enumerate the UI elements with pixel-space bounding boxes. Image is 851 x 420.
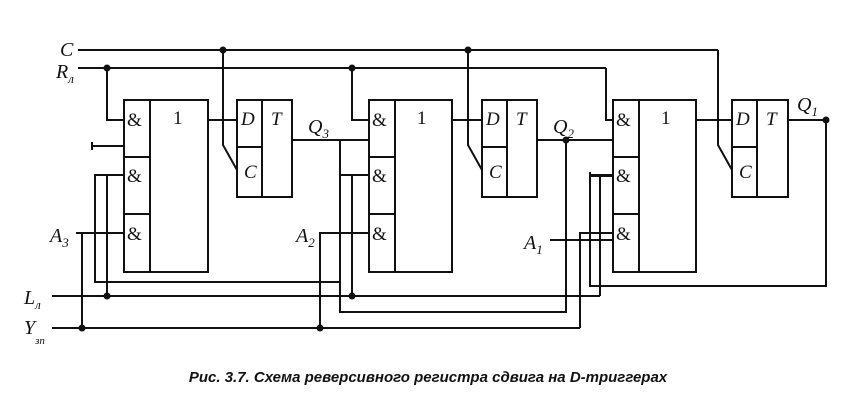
load-label: Lл [23, 287, 41, 312]
d-input-label: D [240, 109, 255, 130]
or-symbol: 1 [173, 108, 183, 129]
a3-label: A3 [48, 225, 69, 250]
junction-dot [348, 292, 356, 300]
and-or-gate-2: & & & 1 [368, 99, 453, 273]
t-label: T [516, 109, 528, 130]
a2-label: A2 [294, 225, 315, 250]
t-label: T [766, 109, 778, 130]
c-input-label: C [244, 162, 257, 183]
c-input-label: C [739, 162, 752, 183]
and-symbol: & [616, 110, 631, 131]
q3-label: Q3 [308, 116, 329, 141]
junction-dot [78, 324, 86, 332]
junction-dot [464, 46, 472, 54]
junction-dot [103, 64, 111, 72]
figure-caption: Рис. 3.7. Схема реверсивного регистра сд… [189, 369, 668, 386]
and-symbol: & [372, 166, 387, 187]
and-symbol: & [127, 166, 142, 187]
junction-dot [348, 64, 356, 72]
and-symbol: & [616, 224, 631, 245]
d-trigger-3: D T C [236, 99, 293, 198]
and-or-gate-3: & & & 1 [123, 99, 209, 273]
and-symbol: & [372, 224, 387, 245]
and-or-gate-1: & & & 1 [612, 99, 697, 273]
tie-off-stub [589, 172, 613, 180]
t-label: T [271, 109, 283, 130]
or-symbol: 1 [417, 108, 427, 129]
junction-dot [219, 46, 227, 54]
d-trigger-2: D T C [481, 99, 538, 198]
a1-label: A1 [522, 232, 543, 257]
junction-dot [822, 116, 830, 124]
junction-dot [562, 136, 570, 144]
reset-bus [78, 67, 613, 121]
junction-dot [103, 292, 111, 300]
q2-label: Q2 [553, 116, 574, 141]
and-symbol: & [616, 166, 631, 187]
and-symbol: & [127, 224, 142, 245]
tie-off-stub [91, 142, 124, 150]
and-symbol: & [127, 110, 142, 131]
d-trigger-1: D T C [731, 99, 789, 198]
enable-label: Yзп [24, 317, 45, 347]
q1-label: Q1 [797, 94, 818, 119]
d-input-label: D [485, 109, 500, 130]
q2-output-wire [339, 139, 613, 313]
junction-dot [316, 324, 324, 332]
d-input-label: D [735, 109, 750, 130]
and-symbol: & [372, 110, 387, 131]
reset-label: Rл [55, 61, 74, 86]
c-input-label: C [489, 162, 502, 183]
clock-label: C [60, 39, 74, 61]
or-symbol: 1 [661, 108, 671, 129]
clock-bus [78, 49, 733, 171]
